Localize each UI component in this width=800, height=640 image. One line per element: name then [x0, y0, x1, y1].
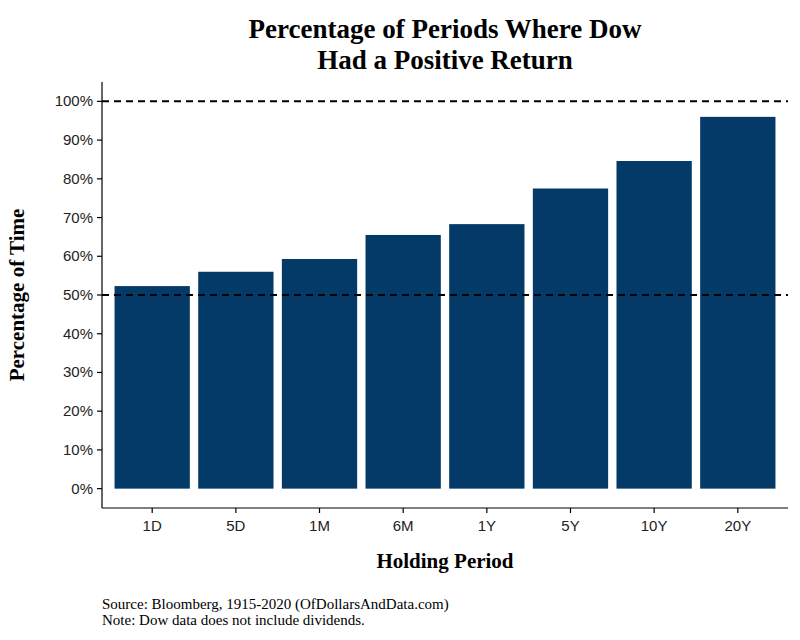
x-tick — [319, 508, 320, 513]
y-tick — [97, 449, 102, 450]
y-tick — [97, 333, 102, 334]
bar — [366, 235, 441, 489]
y-tick — [97, 101, 102, 102]
x-tick — [152, 508, 153, 513]
y-tick-label: 0% — [71, 480, 93, 497]
reference-line — [102, 100, 788, 102]
y-tick — [97, 372, 102, 373]
reference-line — [102, 294, 788, 296]
x-tick — [737, 508, 738, 513]
x-tick-label: 5Y — [561, 517, 579, 534]
title-line: Percentage of Periods Where Dow — [249, 14, 642, 44]
x-tick-label: 1D — [143, 517, 162, 534]
y-tick-label: 70% — [63, 209, 93, 226]
x-tick-label: 1Y — [478, 517, 496, 534]
bars — [115, 117, 776, 489]
x-tick-label: 6M — [393, 517, 414, 534]
y-tick-label: 20% — [63, 402, 93, 419]
note: Note: Dow data does not include dividend… — [102, 612, 365, 628]
bar — [617, 161, 692, 489]
chart: 0% 10% 20% 30% 40% 50% 60% 70% 80% 90% 100% 1D 5D 1M 6… — [0, 0, 800, 640]
y-tick-label: 30% — [63, 363, 93, 380]
y-tick-label: 10% — [63, 441, 93, 458]
bar — [533, 189, 608, 489]
title-line: Had a Positive Return — [317, 45, 573, 75]
x-axis-label: Holding Period — [376, 549, 513, 573]
bar — [282, 259, 357, 489]
x-tick-label: 1M — [309, 517, 330, 534]
background — [0, 0, 800, 640]
y-tick-label: 40% — [63, 325, 93, 342]
x-axis-line — [102, 507, 788, 508]
bar — [449, 224, 524, 489]
y-tick — [97, 217, 102, 218]
x-tick — [235, 508, 236, 513]
y-tick-label: 80% — [63, 170, 93, 187]
y-tick — [97, 294, 102, 295]
y-tick-label: 90% — [63, 131, 93, 148]
x-tick — [403, 508, 404, 513]
x-tick-label: 10Y — [641, 517, 668, 534]
y-tick — [97, 488, 102, 489]
reference-lines — [102, 101, 788, 295]
y-tick — [97, 411, 102, 412]
y-tick-label: 50% — [63, 286, 93, 303]
x-tick — [570, 508, 571, 513]
x-tick — [486, 508, 487, 513]
title: Percentage of Periods Where DowHad a Pos… — [249, 14, 642, 75]
bar — [700, 117, 775, 489]
note: Source: Bloomberg, 1915-2020 (OfDollarsA… — [102, 596, 449, 613]
y-tick — [97, 139, 102, 140]
bar — [198, 272, 273, 489]
bar — [115, 286, 190, 489]
y-tick-label: 60% — [63, 247, 93, 264]
y-tick — [97, 256, 102, 257]
x-tick — [654, 508, 655, 513]
x-tick-label: 5D — [226, 517, 245, 534]
y-axis-label: Percentage of Time — [5, 209, 29, 382]
x-tick-label: 20Y — [724, 517, 751, 534]
y-tick — [97, 178, 102, 179]
y-tick-label: 100% — [55, 92, 93, 109]
